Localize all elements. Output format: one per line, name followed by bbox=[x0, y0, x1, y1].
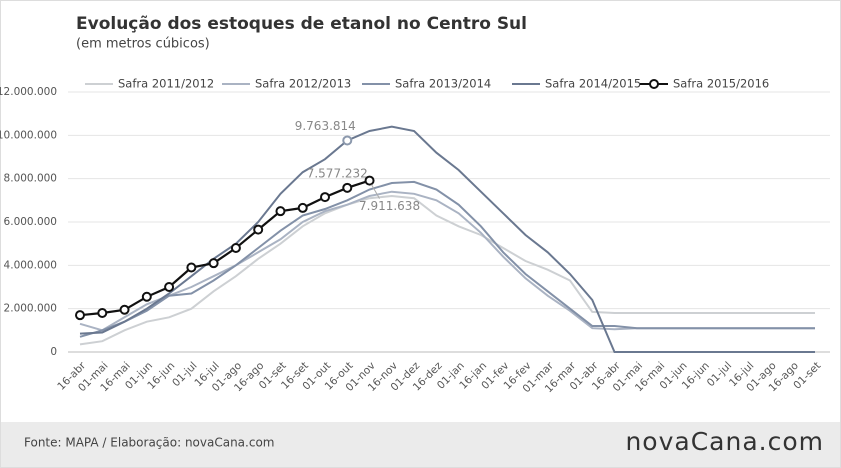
legend-marker bbox=[649, 79, 659, 89]
y-tick-label: 10.000.000 bbox=[0, 129, 57, 141]
data-label: 9.763.814 bbox=[295, 119, 356, 133]
source: Fonte: MAPA / Elaboração: novaCana.com bbox=[24, 436, 274, 450]
y-tick-label: 2.000.000 bbox=[4, 303, 57, 315]
chart-title: Evolução dos estoques de etanol no Centr… bbox=[76, 14, 527, 34]
data-point bbox=[186, 262, 197, 273]
footer bbox=[1, 422, 840, 467]
legend-label: Safra 2014/2015 bbox=[545, 77, 641, 91]
data-label: 7.911.638 bbox=[359, 199, 420, 213]
data-point bbox=[119, 304, 130, 315]
logo: novaCana.com bbox=[625, 427, 824, 456]
data-point bbox=[208, 258, 219, 269]
y-tick-label: 0 bbox=[50, 346, 57, 358]
series-line bbox=[79, 180, 815, 338]
data-point bbox=[320, 192, 330, 203]
data-point bbox=[75, 310, 85, 321]
data-point bbox=[97, 308, 108, 318]
data-point bbox=[275, 206, 286, 217]
data-point bbox=[364, 175, 375, 186]
y-tick-label: 6.000.000 bbox=[4, 216, 57, 228]
legend-label: Safra 2015/2016 bbox=[673, 77, 769, 91]
data-point bbox=[230, 243, 241, 253]
legend-label: Safra 2013/2014 bbox=[395, 77, 491, 91]
data-point bbox=[297, 202, 308, 213]
y-tick-label: 8.000.000 bbox=[4, 173, 57, 185]
legend-label: Safra 2012/2013 bbox=[255, 77, 351, 91]
leader-line bbox=[371, 184, 380, 199]
data-point bbox=[342, 135, 353, 146]
chart-subtitle: (em metros cúbicos) bbox=[76, 37, 210, 52]
series-line bbox=[79, 125, 815, 353]
data-point bbox=[342, 182, 353, 193]
legend-label: Safra 2011/2012 bbox=[118, 77, 214, 91]
data-point bbox=[141, 291, 152, 302]
series-line bbox=[79, 194, 815, 346]
y-tick-label: 4.000.000 bbox=[4, 259, 57, 271]
data-point bbox=[164, 282, 175, 292]
data-point bbox=[253, 224, 264, 235]
data-label: 7.577.232 bbox=[307, 166, 368, 180]
y-tick-label: 12.000.000 bbox=[0, 86, 57, 98]
